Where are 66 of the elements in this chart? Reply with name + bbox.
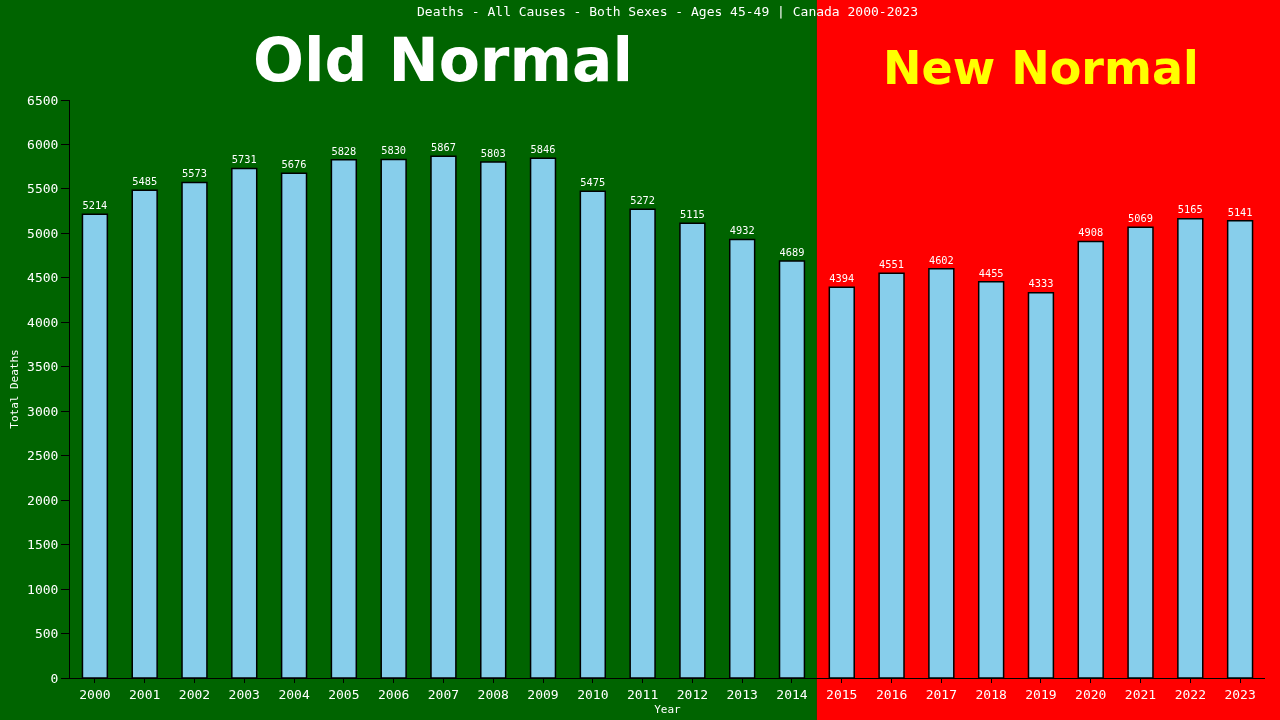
x-tick-label: 2016 xyxy=(875,686,908,702)
y-tick-label: 1000 xyxy=(27,581,59,597)
data-label: 5828 xyxy=(331,144,357,157)
y-tick-label: 3000 xyxy=(27,403,59,419)
x-tick-label: 2010 xyxy=(577,686,609,702)
band-label: New Normal xyxy=(883,41,1199,95)
y-axis-title: Total Deaths xyxy=(7,349,21,429)
data-label: 4932 xyxy=(729,224,755,237)
x-tick-label: 2022 xyxy=(1174,686,1206,702)
data-label: 5830 xyxy=(381,144,407,157)
x-tick-label: 2009 xyxy=(527,686,559,702)
data-label: 5115 xyxy=(679,207,705,220)
data-label: 4333 xyxy=(1028,277,1054,290)
x-axis-title: Year xyxy=(654,702,682,716)
x-tick-label: 2003 xyxy=(228,686,260,702)
data-label: 5214 xyxy=(82,199,108,212)
data-label: 5485 xyxy=(132,175,158,188)
y-tick-label: 1500 xyxy=(27,537,59,553)
y-tick-label: 4500 xyxy=(27,270,59,286)
y-tick-label: 0 xyxy=(50,670,59,686)
y-tick-label: 2000 xyxy=(27,492,59,508)
x-tick-label: 2006 xyxy=(377,686,410,702)
x-tick-label: 2019 xyxy=(1025,686,1057,702)
data-label: 5272 xyxy=(630,193,656,206)
y-tick-label: 5000 xyxy=(27,225,59,241)
data-label: 5867 xyxy=(431,141,456,154)
data-label: 5141 xyxy=(1227,205,1253,218)
x-tick-label: 2020 xyxy=(1075,686,1107,702)
data-label: 5573 xyxy=(182,167,207,180)
data-label: 4455 xyxy=(978,266,1004,279)
y-tick-label: 5500 xyxy=(27,181,59,197)
x-tick-label: 2014 xyxy=(776,686,808,702)
y-tick-label: 4000 xyxy=(27,314,59,330)
data-label: 5803 xyxy=(480,146,506,159)
y-tick-label: 6000 xyxy=(27,137,59,153)
y-tick-label: 6500 xyxy=(27,92,59,108)
x-tick-label: 2012 xyxy=(676,686,709,702)
x-tick-label: 2008 xyxy=(477,686,509,702)
x-tick-label: 2000 xyxy=(79,686,111,702)
data-label: 4394 xyxy=(829,272,855,285)
x-tick-label: 2004 xyxy=(278,686,310,702)
data-label: 5846 xyxy=(530,142,556,155)
y-tick-label: 2500 xyxy=(27,448,59,464)
x-tick-label: 2023 xyxy=(1224,686,1256,702)
y-tick-label: 500 xyxy=(34,626,59,642)
data-label: 4908 xyxy=(1078,226,1104,239)
x-tick-label: 2005 xyxy=(328,686,360,702)
x-tick-label: 2015 xyxy=(826,686,858,702)
y-tick-label: 3500 xyxy=(27,359,59,375)
x-tick-label: 2002 xyxy=(178,686,211,702)
data-label: 5676 xyxy=(281,158,307,171)
data-label: 4689 xyxy=(779,245,805,258)
data-label: 5731 xyxy=(231,153,257,166)
x-tick-label: 2011 xyxy=(626,686,659,702)
band-label: Old Normal xyxy=(253,25,634,95)
x-tick-label: 2018 xyxy=(975,686,1007,702)
data-label: 5165 xyxy=(1177,203,1203,216)
data-label: 5069 xyxy=(1128,212,1153,225)
x-tick-label: 2007 xyxy=(427,686,460,702)
data-label: 4602 xyxy=(928,253,954,266)
data-label: 4551 xyxy=(879,258,904,271)
x-tick-label: 2013 xyxy=(726,686,758,702)
data-label: 5475 xyxy=(580,175,606,188)
x-tick-label: 2001 xyxy=(129,686,161,702)
x-tick-label: 2017 xyxy=(925,686,958,702)
x-tick-label: 2021 xyxy=(1124,686,1157,702)
